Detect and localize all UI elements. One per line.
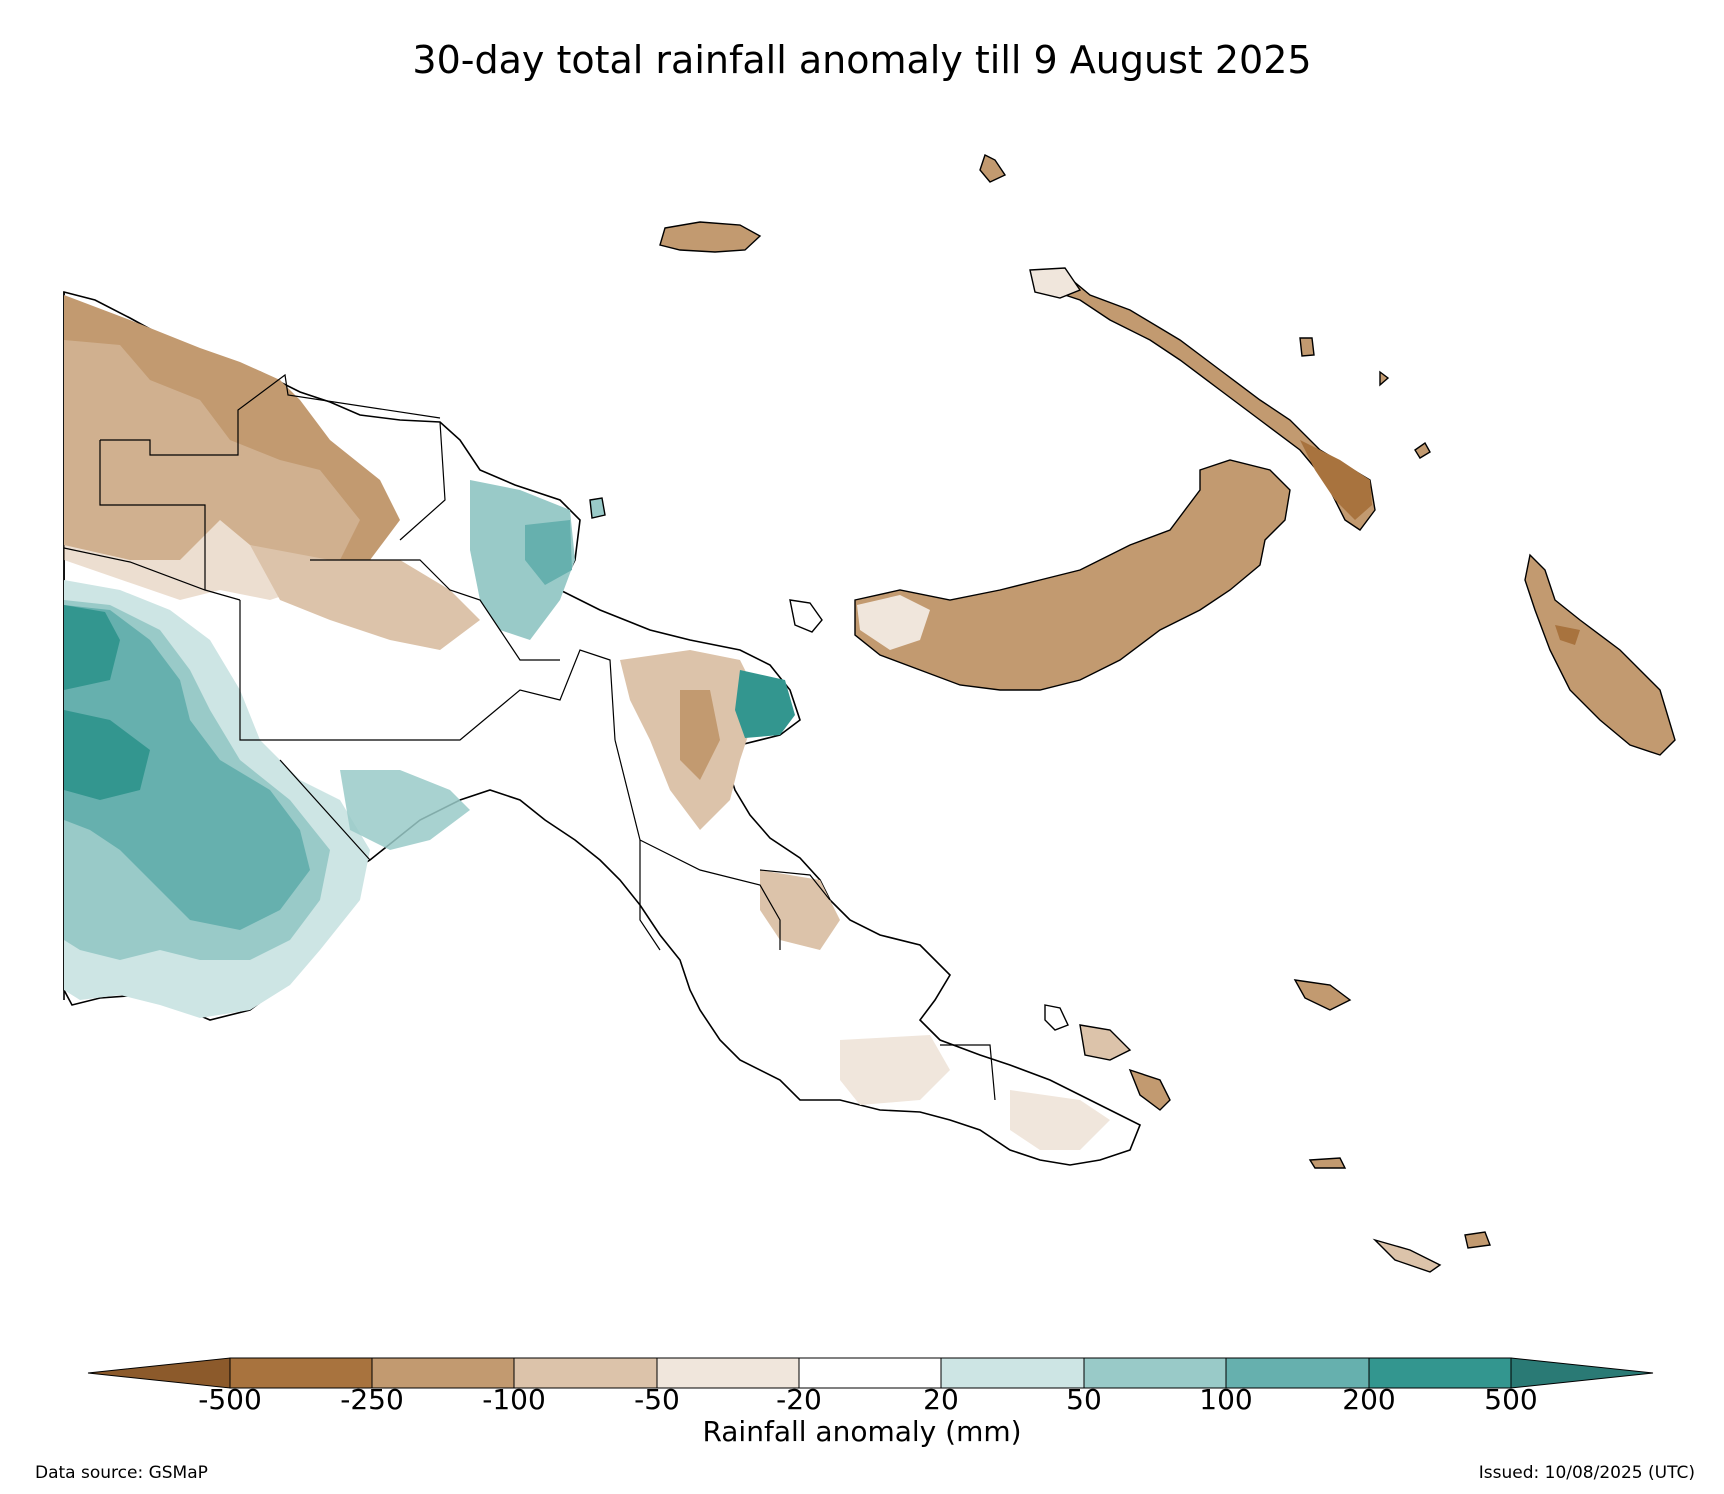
- dry-north-west-light: [64, 340, 360, 600]
- colorbar-tick-label: -100: [482, 1383, 546, 1416]
- colorbar-bin-4: [656, 1357, 800, 1389]
- colorbar: [87, 1357, 1654, 1389]
- mussau-island: [979, 154, 1007, 183]
- provincial-boundaries: [63, 373, 996, 1101]
- long-island: [789, 599, 823, 633]
- wet-north-coast: [470, 480, 575, 640]
- colorbar-tick-label: -20: [776, 1383, 822, 1416]
- normanby-island: [1128, 1068, 1171, 1111]
- dry-papuan-peninsula: [840, 1035, 950, 1105]
- wet-huon: [735, 670, 795, 738]
- colorbar-tick-label: -50: [634, 1383, 680, 1416]
- colorbar-tick-label: 500: [1484, 1383, 1538, 1416]
- misima-island: [1308, 1157, 1347, 1169]
- lihir-island: [1299, 337, 1315, 357]
- map-title: 30-day total rainfall anomaly till 9 Aug…: [412, 38, 1312, 82]
- dry-milne-bay: [1010, 1090, 1110, 1150]
- wet-west-inner: [64, 605, 310, 930]
- wet-west-core-2: [64, 710, 150, 800]
- new-hanover: [1029, 267, 1082, 299]
- data-source-note: Data source: GSMaP: [35, 1463, 208, 1483]
- colorbar-bin-7: [1083, 1357, 1227, 1389]
- manus-island: [659, 221, 762, 253]
- issued-date-note: Issued: 10/08/2025 (UTC): [1478, 1463, 1695, 1483]
- colorbar-bin-9: [1368, 1357, 1512, 1389]
- rossel-island: [1464, 1231, 1491, 1249]
- wet-north-coast-core: [525, 520, 572, 585]
- islands: [589, 154, 1676, 1273]
- dry-highlands: [250, 545, 480, 650]
- feni-island: [1379, 370, 1390, 387]
- new-britain: [854, 459, 1291, 691]
- colorbar-bin-6: [940, 1357, 1085, 1389]
- colorbar-tick-label: -250: [340, 1383, 404, 1416]
- tagula-island: [1372, 1238, 1442, 1273]
- bougainville-core: [1555, 625, 1580, 645]
- colorbar-tick-label: 20: [923, 1383, 959, 1416]
- dry-madang-core: [680, 690, 720, 780]
- colorbar-bin-3: [513, 1357, 658, 1389]
- colorbar-bin-2: [371, 1357, 515, 1389]
- wet-gulf: [340, 770, 470, 850]
- colorbar-tick-label: -500: [198, 1383, 262, 1416]
- colorbar-tick-label: 200: [1342, 1383, 1396, 1416]
- wet-west-core: [64, 605, 120, 690]
- karkar-island: [589, 497, 606, 519]
- colorbar-tick-label: 100: [1199, 1383, 1253, 1416]
- colorbar-extend-high: [1510, 1357, 1654, 1389]
- fergusson-island: [1079, 1024, 1132, 1061]
- bougainville: [1524, 553, 1676, 756]
- new-ireland-south: [1300, 440, 1372, 520]
- anomaly-fills: [64, 295, 1110, 1150]
- woodlark-island: [1293, 979, 1352, 1011]
- tanga-island: [1414, 441, 1431, 459]
- colorbar-tick-label: 50: [1066, 1383, 1102, 1416]
- colorbar-label: Rainfall anomaly (mm): [702, 1415, 1022, 1448]
- new-britain-west-light: [857, 595, 930, 650]
- goodenough-island: [1044, 1004, 1069, 1031]
